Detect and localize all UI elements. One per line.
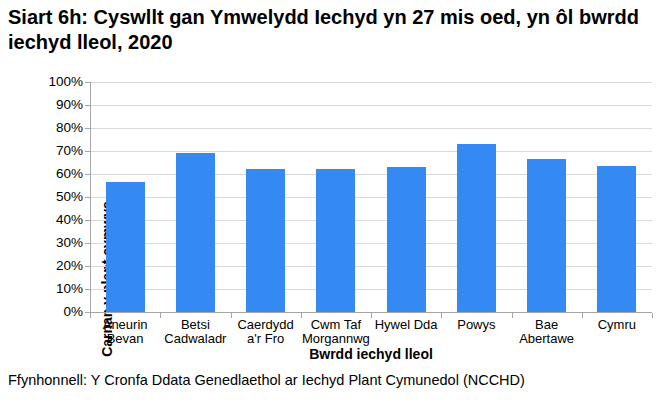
- y-tick-mark: [85, 151, 90, 152]
- y-tick-label: 20%: [41, 259, 83, 273]
- bar: [457, 144, 496, 312]
- gridline: [90, 174, 652, 175]
- x-category-label: Caerdydd a'r Fro: [231, 318, 301, 346]
- y-tick-mark: [85, 220, 90, 221]
- chart-title: Siart 6h: Cyswllt gan Ymwelydd Iechyd yn…: [8, 5, 644, 55]
- bar: [246, 169, 285, 312]
- y-tick-label: 100%: [41, 75, 83, 89]
- y-axis-line: [90, 82, 91, 313]
- plot-area: Carnan y plant cymwys: [90, 82, 652, 312]
- gridline: [90, 105, 652, 106]
- y-tick-label: 50%: [41, 190, 83, 204]
- y-tick-mark: [85, 289, 90, 290]
- gridline: [90, 266, 652, 267]
- bar: [597, 166, 636, 312]
- x-category-label: Cwm Taf Morgannwg: [301, 318, 371, 346]
- x-tick-mark: [652, 313, 653, 318]
- x-category-label: Bae Abertawe: [512, 318, 582, 346]
- x-axis-title: Bwrdd iechyd lleol: [90, 346, 652, 362]
- y-tick-mark: [85, 82, 90, 83]
- y-tick-mark: [85, 197, 90, 198]
- x-category-label: Cymru: [582, 318, 652, 332]
- bar: [527, 159, 566, 312]
- gridline: [90, 128, 652, 129]
- gridline: [90, 197, 652, 198]
- bar: [316, 169, 355, 312]
- x-category-label: Aneurin Bevan: [90, 318, 160, 346]
- y-tick-label: 30%: [41, 236, 83, 250]
- y-tick-label: 90%: [41, 98, 83, 112]
- gridline: [90, 151, 652, 152]
- y-tick-label: 40%: [41, 213, 83, 227]
- y-tick-mark: [85, 243, 90, 244]
- y-tick-label: 80%: [41, 121, 83, 135]
- y-tick-mark: [85, 105, 90, 106]
- x-category-label: Betsi Cadwaladr: [160, 318, 230, 346]
- x-category-label: Hywel Dda: [371, 318, 441, 332]
- y-tick-mark: [85, 128, 90, 129]
- chart-page: Siart 6h: Cyswllt gan Ymwelydd Iechyd yn…: [0, 0, 669, 409]
- y-tick-mark: [85, 174, 90, 175]
- bar: [387, 167, 426, 312]
- source-note: Ffynhonnell: Y Cronfa Ddata Genedlaethol…: [8, 372, 663, 388]
- gridline: [90, 243, 652, 244]
- y-tick-mark: [85, 266, 90, 267]
- y-tick-label: 70%: [41, 144, 83, 158]
- x-category-label: Powys: [441, 318, 511, 332]
- gridline: [90, 220, 652, 221]
- bar: [176, 153, 215, 312]
- gridline: [90, 82, 652, 83]
- y-tick-label: 10%: [41, 282, 83, 296]
- bar: [106, 182, 145, 312]
- y-tick-label: 60%: [41, 167, 83, 181]
- gridline: [90, 289, 652, 290]
- y-tick-label: 0%: [41, 305, 83, 319]
